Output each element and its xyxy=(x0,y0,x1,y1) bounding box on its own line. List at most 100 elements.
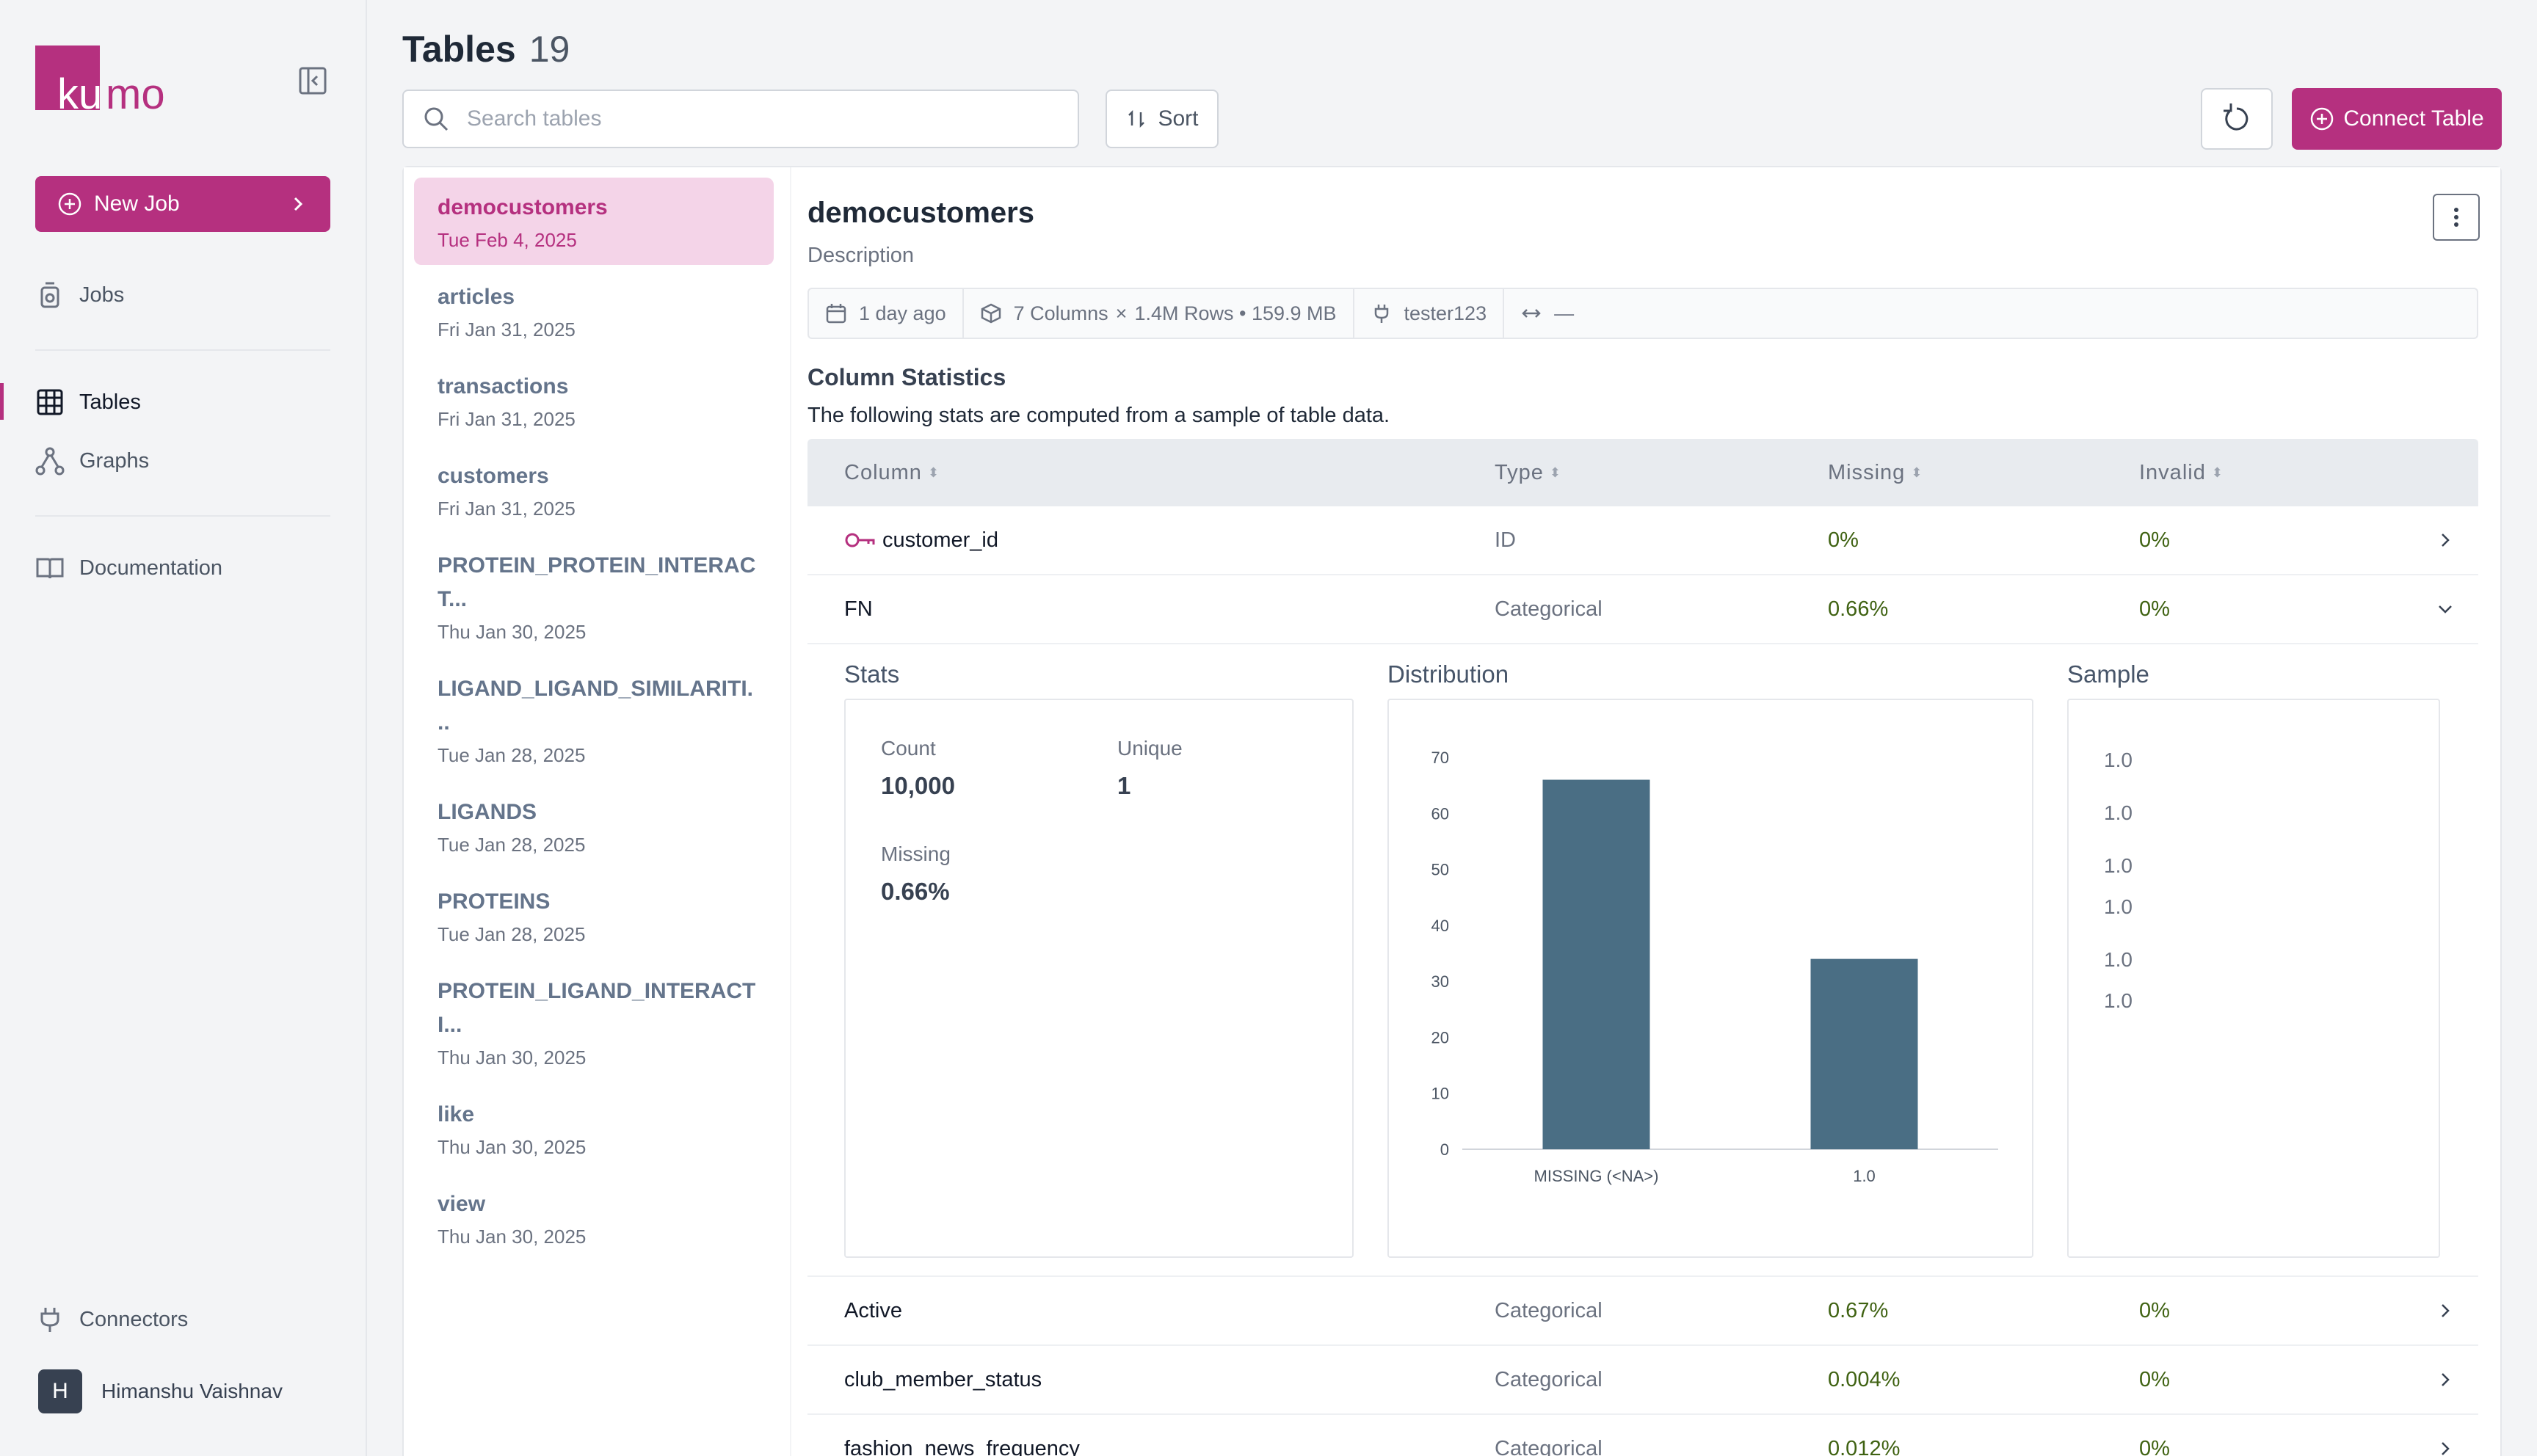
unique-label: Unique xyxy=(1117,737,1183,760)
table-name-cont: T... xyxy=(438,587,468,611)
main-panel: democustomers Tue Feb 4, 2025 articles F… xyxy=(402,166,2502,1456)
sidebar-item-connectors[interactable]: Connectors xyxy=(35,1297,188,1342)
new-job-button[interactable]: New Job xyxy=(35,176,330,232)
sidebar-item-documentation[interactable]: Documentation xyxy=(35,546,222,590)
page-title: Tables 19 xyxy=(402,28,570,70)
row-column-name: club_member_status xyxy=(844,1367,1042,1391)
header-column[interactable]: Column ⬍ xyxy=(844,461,940,485)
column-statistics-subtitle: The following stats are computed from a … xyxy=(807,404,1390,427)
row-invalid: 0% xyxy=(2139,1367,2170,1391)
meta-shape: 7 Columns × 1.4M Rows • 159.9 MB xyxy=(964,289,1354,338)
stats-section-title: Stats xyxy=(844,660,900,688)
connect-table-button[interactable]: Connect Table xyxy=(2292,88,2502,150)
bar[interactable] xyxy=(1542,779,1650,1149)
table-name: like xyxy=(438,1102,475,1126)
detail-description[interactable]: Description xyxy=(807,244,915,267)
table-header: Column ⬍ Type ⬍ Missing ⬍ Invalid ⬍ xyxy=(807,439,2478,506)
row-missing: 0.67% xyxy=(1828,1298,1889,1322)
more-options-button[interactable] xyxy=(2433,194,2480,241)
chevron-down-icon[interactable] xyxy=(2436,600,2455,619)
refresh-button[interactable] xyxy=(2201,88,2273,150)
header-missing[interactable]: Missing ⬍ xyxy=(1828,461,1923,485)
sample-value: 1.0 xyxy=(2104,854,2133,877)
detail-title: democustomers xyxy=(807,197,1034,229)
sample-value: 1.0 xyxy=(2104,749,2133,771)
y-tick-label: 30 xyxy=(1431,972,1449,991)
sort-button[interactable]: Sort xyxy=(1106,90,1219,148)
table-list-item-articles[interactable]: articles Fri Jan 31, 2025 xyxy=(414,267,774,354)
header-invalid[interactable]: Invalid ⬍ xyxy=(2139,461,2224,485)
plug-icon xyxy=(40,1308,59,1332)
sidebar-item-label: Connectors xyxy=(79,1307,189,1331)
chevron-right-icon[interactable] xyxy=(2436,531,2455,550)
table-list-item-proteins[interactable]: PROTEINS Tue Jan 28, 2025 xyxy=(414,872,774,959)
logo-text-part2: mo xyxy=(106,70,165,112)
collapse-sidebar-icon[interactable] xyxy=(297,65,329,97)
y-tick-label: 50 xyxy=(1431,861,1449,879)
sidebar-item-label: Jobs xyxy=(79,283,125,307)
table-row[interactable]: club_member_status Categorical 0.004% 0% xyxy=(807,1346,2478,1415)
table-meta-bar: 1 day ago 7 Columns × 1.4M Rows • 159.9 … xyxy=(807,288,2478,339)
table-list-item-protein-ligand[interactable]: PROTEIN_LIGAND_INTERACT I... Thu Jan 30,… xyxy=(414,961,774,1082)
table-row[interactable]: fashion_news_frequency Categorical 0.012… xyxy=(807,1415,2478,1456)
table-row[interactable]: Active Categorical 0.67% 0% xyxy=(807,1277,2478,1346)
distribution-chart: 0 10 20 30 40 50 60 70 MISSING (<NA>) 1.0 xyxy=(1431,749,1998,1185)
updated-text: 1 day ago xyxy=(859,302,946,324)
y-tick-label: 10 xyxy=(1431,1085,1449,1103)
jobs-icon xyxy=(40,282,59,308)
active-indicator xyxy=(0,383,4,420)
distribution-section-title: Distribution xyxy=(1387,660,1509,688)
table-count: 19 xyxy=(529,29,570,70)
table-list-item-view[interactable]: view Thu Jan 30, 2025 xyxy=(414,1174,774,1262)
table-list-item-like[interactable]: like Thu Jan 30, 2025 xyxy=(414,1085,774,1172)
sidebar-item-graphs[interactable]: Graphs xyxy=(35,439,149,483)
user-name: Himanshu Vaishnav xyxy=(101,1380,283,1402)
table-list-item-transactions[interactable]: transactions Fri Jan 31, 2025 xyxy=(414,357,774,444)
header-label: Type xyxy=(1495,460,1544,484)
avatar: H xyxy=(38,1369,82,1413)
table-list-item-protein-protein[interactable]: PROTEIN_PROTEIN_INTERAC T... Thu Jan 30,… xyxy=(414,536,774,657)
row-type: Categorical xyxy=(1495,1367,1603,1391)
table-date: Thu Jan 30, 2025 xyxy=(438,1046,587,1069)
sidebar-item-jobs[interactable]: Jobs xyxy=(35,273,124,317)
search-input[interactable] xyxy=(467,106,1059,131)
table-row[interactable]: customer_id ID 0% 0% xyxy=(807,506,2478,575)
sample-section-title: Sample xyxy=(2067,660,2149,688)
row-column-name: customer_id xyxy=(844,528,998,553)
table-row[interactable]: FN Categorical 0.66% 0% xyxy=(807,575,2478,644)
sidebar-item-tables[interactable]: Tables xyxy=(35,380,141,424)
divider xyxy=(35,515,330,517)
refresh-icon xyxy=(2224,103,2249,131)
table-list-item-ligands[interactable]: LIGANDS Tue Jan 28, 2025 xyxy=(414,782,774,870)
sort-arrows-icon xyxy=(1128,109,1145,128)
header-label: Column xyxy=(844,460,922,484)
search-icon xyxy=(424,107,449,131)
link-text: — xyxy=(1554,302,1575,324)
table-date: Tue Jan 28, 2025 xyxy=(438,923,586,945)
connect-table-label: Connect Table xyxy=(2343,106,2484,131)
kumo-logo[interactable]: ku mo xyxy=(35,46,167,118)
chevron-right-icon[interactable] xyxy=(2436,1370,2455,1389)
plus-circle-icon xyxy=(2311,107,2334,131)
sidebar-item-label: Documentation xyxy=(79,556,223,580)
bar[interactable] xyxy=(1810,958,1918,1149)
header-type[interactable]: Type ⬍ xyxy=(1495,461,1561,485)
sample-value: 1.0 xyxy=(2104,895,2133,918)
meta-link: — xyxy=(1504,289,1590,338)
table-date: Fri Jan 31, 2025 xyxy=(438,408,576,430)
owner-text: tester123 xyxy=(1404,302,1487,324)
table-list-item-ligand-ligand[interactable]: LIGAND_LIGAND_SIMILARITI. .. Tue Jan 28,… xyxy=(414,659,774,780)
chevron-right-icon[interactable] xyxy=(2436,1439,2455,1456)
table-list-item-democustomers[interactable]: democustomers Tue Feb 4, 2025 xyxy=(414,178,774,265)
table-list-item-customers[interactable]: customers Fri Jan 31, 2025 xyxy=(414,446,774,534)
search-box[interactable] xyxy=(402,90,1079,148)
times-symbol: × xyxy=(1115,302,1128,324)
user-profile[interactable]: H Himanshu Vaishnav xyxy=(38,1369,283,1413)
row-column-name: FN xyxy=(844,597,873,621)
count-label: Count xyxy=(881,737,936,760)
chevron-right-icon[interactable] xyxy=(2436,1301,2455,1320)
table-name: view xyxy=(438,1192,486,1216)
unique-value: 1 xyxy=(1117,772,1131,799)
table-detail: democustomers Description 1 day ago 7 Co… xyxy=(807,167,2500,1456)
table-name: customers xyxy=(438,464,549,488)
